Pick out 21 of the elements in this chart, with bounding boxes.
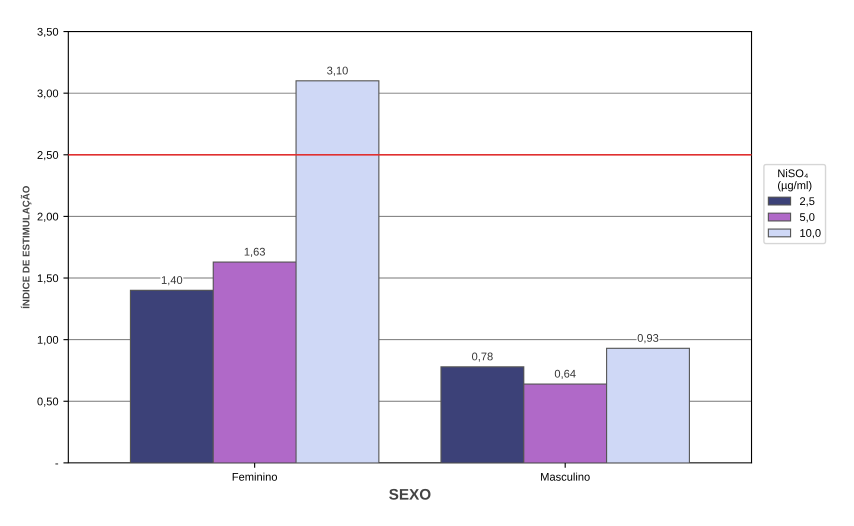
x-axis-title: SEXO [389,488,431,500]
y-tick-label: 3,00 [37,89,58,99]
legend-title: NiSO₄ (µg/ml) [778,169,812,192]
legend-label: 10,0 [800,229,821,238]
y-tick-label: 2,00 [38,212,58,222]
y-tick-label: 1,50 [38,274,58,284]
y-axis-title: ÍNDICE DE ESTIMULAÇÃO [20,186,32,308]
data-label: 0,64 [554,370,576,379]
x-tick-label: Feminino [232,472,278,481]
y-tick-label: 1,00 [38,336,58,346]
data-label: 1,40 [162,276,182,286]
y-tick-label: 2,50 [38,151,58,160]
legend-label: 2,5 [800,197,814,206]
y-tick-label: 3,50 [37,28,58,38]
y-tick-label: 0,50 [37,398,58,407]
legend-label: 5,0 [800,213,814,222]
data-label: 1,63 [244,248,265,257]
x-tick-label: Masculino [541,472,590,481]
data-label: 0,93 [638,334,658,344]
data-label: 3,10 [327,66,348,76]
data-label: 0,78 [472,352,493,362]
